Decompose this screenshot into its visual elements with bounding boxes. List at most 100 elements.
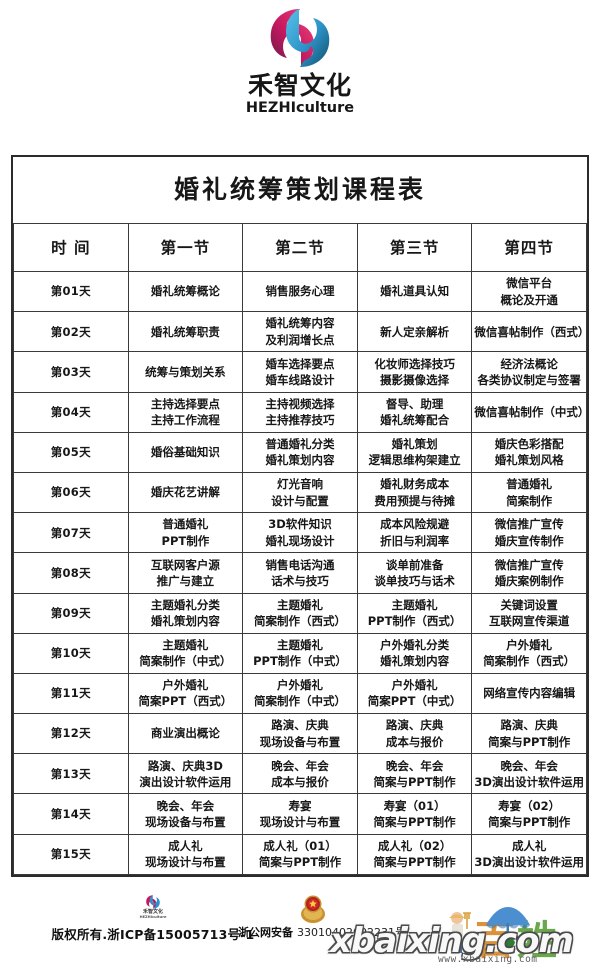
cell-line: PPT制作（西式） — [367, 614, 462, 629]
cell-line: 婚礼统筹概论 — [150, 284, 220, 299]
cell-line: 寿宴（02） — [498, 798, 561, 813]
cell-session-4: 成人礼 3D演出设计软件运用 — [471, 833, 587, 876]
cell-line: 婚礼财务成本 — [380, 477, 450, 492]
cell-line: 户外婚礼分类 — [380, 637, 450, 652]
cell-session-1: 互联网客户源 推广与建立 — [127, 552, 244, 594]
cell-session-2: 成人礼（01） 简案与PPT制作 — [242, 833, 358, 876]
cell-line: 简案与PPT制作 — [488, 815, 571, 830]
cell-line: 统筹与策划关系 — [145, 364, 226, 379]
cell-line: 晚会、年会 — [500, 758, 558, 773]
column-header-time: 时 间 — [13, 223, 129, 272]
cell-day: 第15天 — [13, 833, 129, 876]
cell-line: 户外婚礼 — [506, 637, 553, 652]
cell-line: 现场设计与布置 — [145, 855, 226, 870]
hezhi-swirl-logo-icon — [270, 9, 330, 67]
cell-line: 主题婚礼 — [276, 597, 323, 612]
cell-line: 话术与技巧 — [271, 573, 329, 588]
cell-line: 经济法概论 — [500, 356, 558, 371]
cell-line: 推广与建立 — [156, 573, 215, 588]
cell-session-1: 晚会、年会 现场设备与布置 — [127, 793, 244, 835]
cell-session-4: 经济法概论 各类协议制定与签署 — [471, 351, 587, 393]
cell-day: 第07天 — [13, 512, 129, 554]
brand-name-cn: 禾智文化 — [247, 71, 352, 100]
cell-session-3: 晚会、年会 简案与PPT制作 — [356, 753, 473, 795]
cell-line: 主持推荐技巧 — [265, 413, 335, 428]
cell-session-1: 婚庆花艺讲解 — [127, 471, 244, 514]
cell-line: 微信喜帖制作（西式） — [474, 324, 590, 339]
cell-line: 简案PPT（中式） — [367, 694, 462, 709]
cell-line: 简案与PPT制作 — [373, 774, 456, 789]
cell-line: 摄影摄像选择 — [380, 372, 450, 387]
cell-session-3: 婚礼道具认知 — [356, 270, 473, 313]
cell-session-4: 微信平台 概论及开通 — [471, 270, 587, 313]
cell-session-1: 主题婚礼分类 婚礼策划内容 — [127, 592, 244, 634]
cell-line: 谈单技巧与话术 — [374, 573, 455, 588]
cell-line: 演出设计软件运用 — [139, 774, 232, 789]
cell-day: 第03天 — [13, 351, 129, 393]
cell-session-3: 婚礼策划 逻辑思维构架建立 — [356, 431, 473, 473]
cell-day: 第06天 — [13, 471, 129, 514]
cell-line: 微信喜帖制作（中式） — [474, 404, 590, 419]
cell-line: 婚车线路设计 — [265, 372, 335, 387]
cell-line: 现场设备与布置 — [259, 734, 341, 749]
cell-line: 户外婚礼 — [162, 678, 209, 693]
cell-session-3: 户外婚礼分类 婚礼策划内容 — [356, 632, 473, 674]
cell-day: 第10天 — [13, 632, 129, 674]
cell-line: 简案制作（中式） — [253, 694, 346, 709]
cell-line: 路演、庆典 — [500, 718, 558, 733]
cell-session-2: 户外婚礼 简案制作（中式） — [242, 672, 358, 715]
cell-session-2: 普通婚礼分类 婚礼策划内容 — [242, 431, 358, 473]
icp-license-text: 版权所有.浙ICP备15005713号-1 — [51, 926, 255, 942]
cell-line: 晚会、年会 — [385, 758, 444, 773]
table-row: 第10天 主题婚礼 简案制作（中式） 主题婚礼 PPT制作（中式） 户外婚礼分类 婚礼策划内… — [13, 632, 587, 674]
hezhi-swirl-logo-small-icon — [146, 895, 160, 909]
cell-line: 婚庆花艺讲解 — [150, 485, 220, 500]
cell-line: 婚礼现场设计 — [265, 533, 335, 548]
schedule-table: 婚礼统筹策划课程表 时 间 第一节 第二节 第三节 第四节 第01天 婚礼统筹概论… — [13, 157, 590, 876]
cell-session-4: 微信推广宣传 婚庆宣传制作 — [471, 512, 587, 554]
cell-session-3: 成人礼（02） 简案与PPT制作 — [356, 833, 473, 876]
cell-session-1: 户外婚礼 简案PPT（西式） — [127, 672, 244, 715]
cell-line: 婚礼策划内容 — [380, 654, 450, 669]
cell-line: 简案与PPT制作 — [373, 855, 456, 870]
cell-line: 简案制作（西式） — [253, 614, 346, 629]
cell-line: 督导、助理 — [385, 396, 444, 411]
cell-session-1: 统筹与策划关系 — [127, 351, 244, 393]
column-header-session-4: 第四节 — [471, 223, 587, 272]
cell-session-1: 成人礼 现场设计与布置 — [127, 833, 244, 876]
table-row: 第04天 主持选择要点 主持工作流程 主持视频选择 主持推荐技巧 督导、助理 婚礼统筹配合微… — [13, 391, 590, 433]
cell-session-4: 普通婚礼 简案制作 — [471, 471, 587, 514]
cell-line: 婚车选择要点 — [265, 356, 335, 371]
column-header-session-2: 第二节 — [242, 223, 358, 272]
table-header-row: 时 间 第一节 第二节 第三节 第四节 — [13, 223, 587, 272]
cell-session-3: 新人定亲解析 — [356, 311, 473, 353]
table-row: 第06天 婚庆花艺讲解 灯光音响 设计与配置 婚礼财务成本 费用预提与待摊 普通婚礼 简案制作 — [13, 471, 587, 514]
cell-line: 关键词设置 — [500, 597, 558, 612]
cell-line: 普通婚礼分类 — [265, 437, 335, 452]
cell-line: 费用预提与待摊 — [374, 493, 455, 508]
cell-line: 婚礼统筹内容 — [265, 316, 335, 331]
page-title: 婚礼统筹策划课程表 — [13, 157, 587, 224]
cell-line: 婚礼策划 — [391, 437, 438, 452]
cell-session-2: 销售服务心理 — [242, 270, 358, 313]
cell-session-2: 婚车选择要点 婚车线路设计 — [242, 351, 358, 393]
cell-line: 互联网客户源 — [150, 557, 220, 572]
table-row: 第02天 婚礼统筹职责 婚礼统筹内容 及利润增长点 新人定亲解析 微信喜帖制作（西式） — [13, 311, 590, 353]
cell-session-3: 谈单前准备 谈单技巧与话术 — [356, 552, 473, 594]
table-row: 第15天 成人礼 现场设计与布置 成人礼（01） 简案与PPT制作 成人礼（02） 简案与P… — [13, 833, 587, 876]
cell-session-1: 婚俗基础知识 — [127, 431, 244, 473]
table-row: 第12天 商业演出概论 路演、庆典 现场设备与布置 路演、庆典 成本与报价 路演、庆典 简案与… — [13, 713, 587, 755]
cell-line: 婚庆宣传制作 — [494, 533, 564, 548]
cell-line: 互联网宣传渠道 — [488, 614, 570, 629]
column-header-session-3: 第三节 — [356, 223, 473, 272]
cell-line: 销售电话沟通 — [265, 557, 335, 572]
cell-line: 新人定亲解析 — [380, 324, 450, 339]
table-title-row: 婚礼统筹策划课程表 — [13, 157, 587, 224]
cell-day: 第08天 — [13, 552, 129, 594]
cell-session-3: 路演、庆典 成本与报价 — [356, 713, 473, 755]
cell-session-4: 微信推广宣传 婚庆案例制作 — [471, 552, 587, 594]
cell-line: 各类协议制定与签署 — [477, 372, 581, 387]
cell-line: 路演、庆典3D — [147, 758, 223, 773]
cell-line: 婚礼策划内容 — [150, 614, 220, 629]
cell-line: 现场设备与布置 — [145, 815, 226, 830]
